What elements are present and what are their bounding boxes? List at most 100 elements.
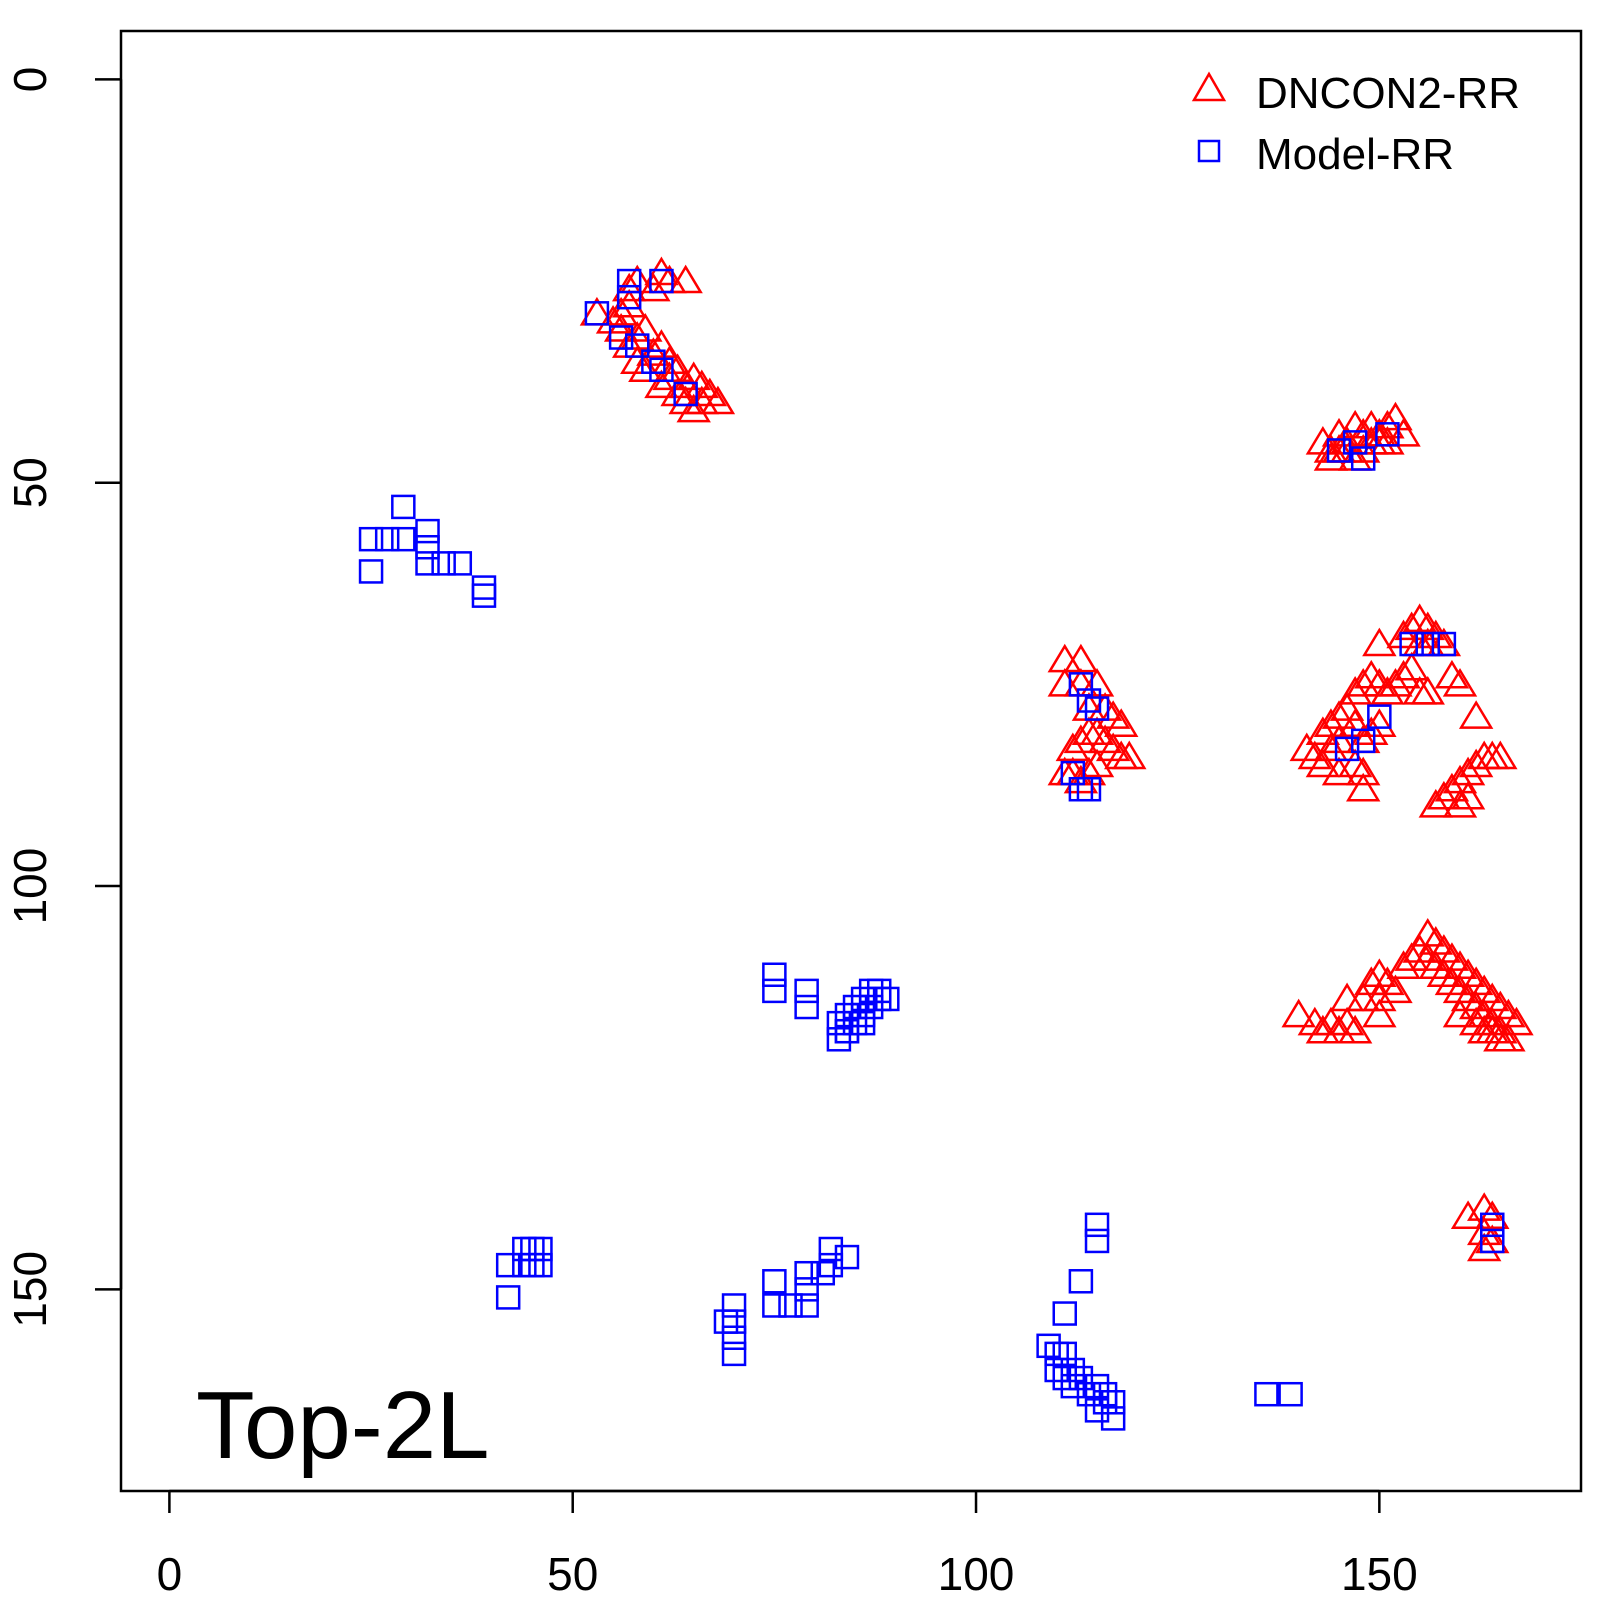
triangle-point	[620, 345, 655, 374]
square-point	[1084, 1373, 1110, 1399]
triangle-point	[1305, 716, 1341, 746]
square-point	[721, 1341, 747, 1367]
triangle-point	[1466, 1216, 1502, 1246]
triangle-point	[692, 377, 728, 407]
square-point	[810, 1260, 836, 1286]
square-point	[762, 1269, 787, 1294]
square-point	[1044, 1357, 1069, 1383]
triangle-point	[1297, 740, 1333, 770]
triangle-point	[1386, 619, 1421, 649]
square-point	[624, 333, 650, 358]
square-point	[794, 1260, 819, 1286]
triangle-point	[1370, 425, 1405, 455]
triangle-point	[1063, 643, 1099, 673]
square-point	[1334, 736, 1360, 762]
square-point	[850, 986, 876, 1012]
triangle-point	[1402, 934, 1437, 963]
square-point	[1415, 631, 1440, 657]
triangle-point	[1321, 724, 1357, 754]
triangle-point	[1466, 1232, 1502, 1262]
square-point	[1084, 1228, 1110, 1254]
triangle-point	[700, 385, 736, 415]
square-point	[512, 1252, 537, 1278]
triangle-point	[1418, 950, 1454, 979]
triangle-point	[1450, 982, 1486, 1012]
triangle-point	[668, 264, 703, 294]
triangle-point	[1434, 772, 1470, 802]
triangle-point	[1346, 434, 1381, 463]
x-tick-label: 50	[547, 1548, 598, 1600]
square-point	[875, 986, 900, 1012]
triangle-point	[1418, 788, 1454, 818]
square-point	[1326, 438, 1352, 463]
triangle-point	[1337, 708, 1373, 737]
square-point	[1076, 1381, 1102, 1407]
square-point	[1060, 1373, 1086, 1399]
square-point	[1060, 1357, 1086, 1383]
square-point	[649, 268, 674, 294]
y-axis: 0 50 100 150	[4, 67, 123, 1328]
triangle-point	[1095, 700, 1131, 729]
triangle-point	[1458, 990, 1494, 1020]
square-point	[794, 1293, 819, 1318]
triangle-point	[611, 288, 647, 318]
x-axis: 0 50 100 150	[157, 1489, 1418, 1600]
square-point	[1084, 1398, 1110, 1423]
square-point	[713, 1309, 739, 1334]
triangle-point	[1378, 667, 1413, 697]
square-point	[1060, 760, 1086, 786]
square-point	[858, 994, 884, 1020]
square-point	[1092, 1381, 1118, 1407]
triangle-point	[595, 304, 631, 334]
triangle-point	[1483, 740, 1518, 770]
triangle-point	[1362, 627, 1397, 657]
square-point	[794, 1277, 819, 1302]
square-point	[471, 583, 497, 608]
square-point	[528, 1252, 553, 1278]
square-point	[1431, 631, 1457, 657]
square-point	[1100, 1406, 1126, 1431]
triangle-point	[1289, 732, 1324, 762]
triangle-point	[1499, 1006, 1534, 1036]
square-point	[616, 268, 642, 294]
triangle-point	[1079, 716, 1115, 746]
triangle-point	[644, 256, 679, 286]
series-dncon2-rr	[579, 256, 1534, 1262]
triangle-point	[1329, 982, 1365, 1012]
triangle-point	[636, 272, 671, 302]
triangle-point	[1362, 998, 1397, 1028]
triangle-point	[1047, 643, 1082, 673]
triangle-point	[1354, 716, 1389, 746]
square-point	[1342, 430, 1368, 455]
square-point	[842, 994, 868, 1020]
triangle-point	[1426, 780, 1462, 810]
square-point	[834, 1018, 860, 1044]
x-tick-label: 150	[1341, 1548, 1418, 1600]
triangle-point	[1354, 659, 1389, 689]
triangle-point	[1362, 708, 1397, 737]
square-point	[1367, 704, 1392, 729]
square-point	[1278, 1381, 1303, 1407]
square-point	[842, 1010, 868, 1036]
square-point	[1036, 1333, 1061, 1359]
triangle-point	[1112, 740, 1147, 770]
square-point	[818, 1236, 844, 1262]
triangle-point	[1321, 417, 1357, 447]
triangle-point	[1442, 788, 1478, 818]
square-point	[616, 284, 642, 310]
triangle-point	[1313, 732, 1349, 762]
square-point	[1052, 1341, 1078, 1367]
square-point	[794, 994, 819, 1020]
square-point	[1044, 1341, 1069, 1367]
triangle-point	[1475, 1014, 1510, 1044]
triangle-point	[1386, 950, 1421, 979]
triangle-point	[652, 345, 687, 374]
x-tick-label: 0	[157, 1548, 183, 1600]
triangle-point	[1095, 732, 1131, 762]
square-point	[673, 381, 698, 407]
square-point	[520, 1252, 545, 1278]
triangle-point	[1442, 998, 1478, 1028]
square-point	[1399, 631, 1424, 657]
square-point	[520, 1236, 545, 1262]
triangle-point	[1410, 676, 1445, 705]
